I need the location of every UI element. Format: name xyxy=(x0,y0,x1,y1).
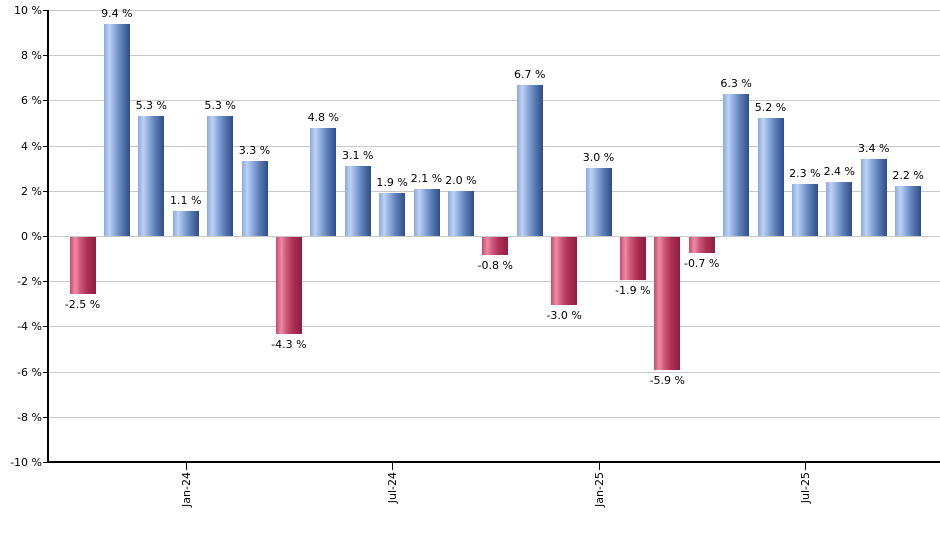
bar-positive xyxy=(103,23,130,236)
x-axis-tick xyxy=(185,463,187,470)
bar-positive xyxy=(241,161,268,236)
x-axis-tick xyxy=(804,463,806,470)
bar-value-label: 6.3 % xyxy=(720,76,752,90)
gridline xyxy=(49,326,940,328)
bar-value-label: 3.4 % xyxy=(857,142,890,156)
bar-negative xyxy=(69,237,96,294)
bar-positive xyxy=(860,159,887,236)
bar-value-label: 5.3 % xyxy=(135,99,168,113)
bar-positive xyxy=(413,188,440,236)
y-axis-tick xyxy=(43,281,47,283)
bar-negative xyxy=(275,237,302,335)
bar-negative xyxy=(482,237,509,256)
gridline xyxy=(49,416,940,418)
gridline xyxy=(49,371,940,373)
bar-value-label: -4.3 % xyxy=(271,338,307,352)
bar-value-label: 3.1 % xyxy=(341,148,374,162)
x-axis-tick-label: Jul-25 xyxy=(798,472,812,504)
x-axis-tick-label: Jul-24 xyxy=(386,472,400,504)
gridline xyxy=(49,281,940,283)
y-axis-tick-label: -8 % xyxy=(17,410,42,424)
y-axis-tick-label: 0 % xyxy=(21,230,42,243)
y-axis-tick xyxy=(43,10,47,11)
bar-value-label: 1.9 % xyxy=(376,176,408,190)
bar-negative xyxy=(688,237,715,253)
bar-value-label: -2.5 % xyxy=(64,297,101,311)
bar-value-label: -1.9 % xyxy=(615,283,651,297)
bar-value-label: 2.3 % xyxy=(789,167,821,181)
bar-value-label: 2.1 % xyxy=(410,171,443,185)
bar-positive xyxy=(344,165,371,236)
bar-positive xyxy=(447,190,474,236)
bar-value-label: -0.8 % xyxy=(477,259,513,273)
y-axis-tick xyxy=(43,236,47,237)
y-axis-tick xyxy=(43,462,47,463)
bar-value-label: -3.0 % xyxy=(546,308,582,322)
bar-value-label: 6.7 % xyxy=(513,67,546,81)
bar-value-label: 9.4 % xyxy=(101,6,133,20)
bar-value-label: 1.1 % xyxy=(169,194,202,208)
y-axis-tick-label: 2 % xyxy=(21,184,42,198)
bar-negative xyxy=(619,237,646,280)
gridline xyxy=(49,100,940,102)
x-axis-tick xyxy=(598,463,600,470)
bar-positive xyxy=(379,193,406,236)
x-axis-tick-label: Jan-24 xyxy=(179,472,193,507)
y-axis-tick xyxy=(43,371,47,373)
y-axis-tick xyxy=(43,416,47,418)
gridline xyxy=(49,190,940,192)
y-axis-tick-label: -10 % xyxy=(10,456,42,469)
y-axis-tick xyxy=(43,55,47,57)
y-axis-tick xyxy=(43,190,47,192)
bar-value-label: 2.0 % xyxy=(445,173,477,187)
bar-value-label: 5.2 % xyxy=(754,101,787,115)
bar-positive xyxy=(516,84,543,236)
gridline xyxy=(49,236,940,237)
bar-value-label: -5.9 % xyxy=(649,374,685,388)
gridline xyxy=(49,55,940,57)
y-axis-tick-label: 4 % xyxy=(21,139,42,153)
bar-positive xyxy=(138,116,165,236)
bar-value-label: 3.0 % xyxy=(582,151,615,165)
y-axis-tick-label: -4 % xyxy=(17,320,42,334)
bar-value-label: 2.2 % xyxy=(892,169,924,183)
x-axis-tick xyxy=(392,463,394,470)
bar-positive xyxy=(310,127,337,236)
bar-value-label: 5.3 % xyxy=(204,99,236,113)
gridline xyxy=(49,10,940,11)
bar-positive xyxy=(172,211,199,236)
bar-value-label: 4.8 % xyxy=(307,110,340,124)
y-axis-tick xyxy=(43,326,47,328)
bar-positive xyxy=(791,184,818,236)
bar-positive xyxy=(826,181,853,236)
gridline xyxy=(49,145,940,147)
bar-value-label: 3.3 % xyxy=(238,144,271,158)
y-axis-tick-label: 6 % xyxy=(21,94,42,108)
bar-value-label: 2.4 % xyxy=(823,164,856,178)
bar-positive xyxy=(757,118,784,236)
bar-positive xyxy=(895,186,922,236)
bar-negative xyxy=(654,237,681,371)
y-axis-tick-label: -6 % xyxy=(17,365,42,379)
y-axis-tick xyxy=(43,145,47,147)
bar-positive xyxy=(723,93,750,236)
y-axis-tick-label: 10 % xyxy=(14,4,42,17)
y-axis-tick xyxy=(43,100,47,102)
y-axis-tick-label: -2 % xyxy=(17,275,42,289)
y-axis-line xyxy=(47,10,49,463)
x-axis-tick-label: Jan-25 xyxy=(592,472,606,507)
bar-positive xyxy=(207,116,234,236)
y-axis-tick-label: 8 % xyxy=(21,49,42,63)
bar-value-label: -0.7 % xyxy=(683,256,720,270)
x-axis-line xyxy=(47,461,940,463)
bar-negative xyxy=(551,237,578,305)
bar-positive xyxy=(585,168,612,236)
